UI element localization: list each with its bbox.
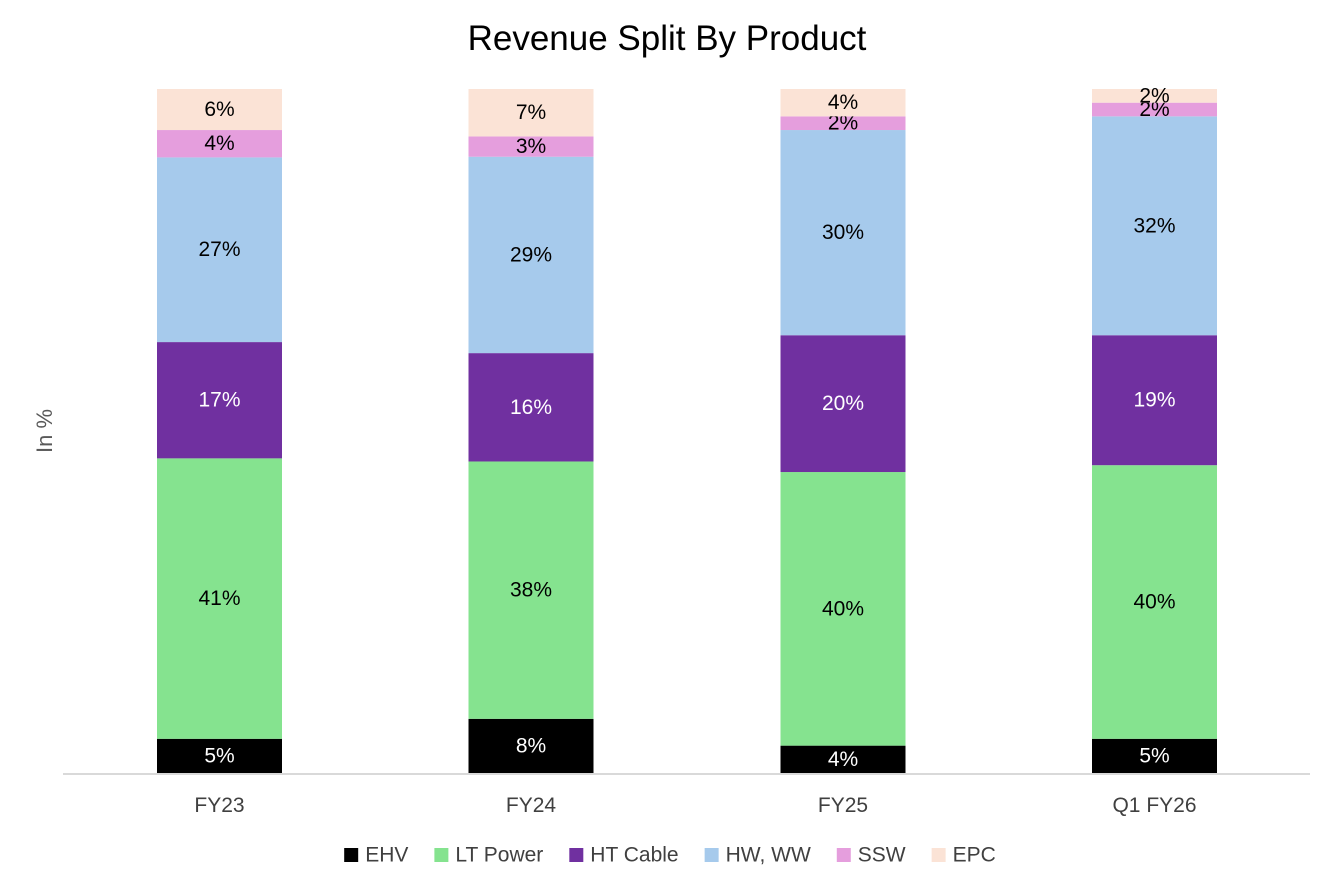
- legend-item-hw-ww: HW, WW: [704, 844, 811, 867]
- bar-segment-ehv-fy25: [780, 745, 906, 773]
- bar-stack-fy25: 4%40%20%30%2%4%: [780, 89, 906, 773]
- legend-item-ehv: EHV: [344, 844, 408, 867]
- legend-label-ssw: SSW: [858, 844, 906, 867]
- data-label-ht-cable-fy23: 17%: [198, 389, 240, 412]
- data-label-hw-ww-fy25: 30%: [822, 221, 864, 244]
- data-label-lt-power-q1-fy26: 40%: [1133, 591, 1175, 614]
- data-label-ssw-fy23: 4%: [204, 132, 234, 155]
- data-label-ehv-fy25: 4%: [828, 748, 858, 771]
- legend-label-ht-cable: HT Cable: [590, 844, 678, 867]
- bar-stack-q1-fy26: 5% 40% 19% 32% 2%2%: [1092, 84, 1217, 773]
- legend-swatch-hw-ww: [704, 848, 719, 862]
- bar-segment-ehv-q1-fy26: [1092, 738, 1217, 773]
- data-label-hw-ww-q1-fy26: 32%: [1133, 214, 1175, 237]
- bar-segment-ehv-fy24: [468, 718, 594, 773]
- bar-segment-ssw-fy24: [468, 136, 594, 157]
- legend-item-ssw: SSW: [836, 844, 906, 867]
- legend: EHV LT Power HT Cable HW, WW SSW EPC: [344, 844, 996, 867]
- bar-stack-fy23: 5% 41% 17% 27% 4% 6%: [157, 89, 282, 773]
- legend-label-hw-ww: HW, WW: [726, 844, 811, 867]
- data-label-lt-power-fy23: 41%: [198, 587, 240, 610]
- data-label-ehv-fy24: 8%: [516, 734, 546, 757]
- category-labels: FY23 FY24 FY25 Q1 FY26: [194, 794, 1196, 817]
- bar-segment-lt-power-q1-fy26: [1092, 465, 1217, 739]
- legend-label-lt-power: LT Power: [455, 844, 543, 867]
- data-label-ht-cable-fy25: 20%: [822, 392, 864, 415]
- legend-label-ehv: EHV: [365, 844, 408, 867]
- legend-label-epc: EPC: [953, 844, 996, 867]
- data-label-hw-ww-fy23: 27%: [198, 238, 240, 261]
- bar-segment-epc-fy25: [780, 89, 906, 117]
- bar-segment-ht-cable-fy25: [780, 335, 906, 473]
- data-label-ht-cable-fy24: 16%: [510, 396, 552, 419]
- data-label-epc-fy23: 6%: [204, 98, 234, 121]
- legend-item-epc: EPC: [931, 844, 996, 867]
- bar-segment-hw-ww-fy25: [780, 130, 906, 336]
- bar-segment-hw-ww-fy23: [157, 157, 282, 343]
- data-label-epc-q1-fy26: 2%: [1139, 84, 1169, 107]
- data-label-ehv-fy23: 5%: [204, 744, 234, 767]
- data-label-lt-power-fy25: 40%: [822, 597, 864, 620]
- bar-segment-hw-ww-fy24: [468, 156, 594, 354]
- category-label-fy24: FY24: [506, 794, 557, 817]
- chart-title: Revenue Split By Product: [468, 19, 867, 58]
- bar-segment-ssw-fy23: [157, 130, 282, 158]
- bar-segment-ht-cable-fy24: [468, 353, 594, 462]
- legend-item-ht-cable: HT Cable: [569, 844, 679, 867]
- data-label-ssw-fy25: 2%: [828, 112, 858, 135]
- legend-swatch-ehv: [344, 848, 359, 862]
- legend-swatch-epc: [931, 848, 946, 862]
- legend-item-lt-power: LT Power: [434, 844, 543, 867]
- data-label-ht-cable-q1-fy26: 19%: [1133, 389, 1175, 412]
- bar-segment-epc-fy23: [157, 89, 282, 131]
- data-label-ssw-fy24: 3%: [516, 135, 546, 158]
- bar-segment-lt-power-fy24: [468, 461, 594, 719]
- bar-stack-fy24: 8% 38% 16% 29% 3% 7%: [468, 89, 594, 773]
- bar-segment-ht-cable-fy23: [157, 342, 282, 459]
- legend-swatch-ssw: [836, 848, 851, 862]
- data-label-epc-fy24: 7%: [516, 101, 546, 124]
- bars-layer: 5% 41% 17% 27% 4% 6% 8% 38% 16% 29% 3% 7% 4% 40% 20% 30…: [157, 84, 1217, 773]
- legend-swatch-ht-cable: [569, 848, 584, 862]
- bar-segment-ht-cable-q1-fy26: [1092, 335, 1217, 466]
- category-label-fy25: FY25: [818, 794, 868, 817]
- data-label-ssw-q1-fy26: 2%: [1139, 98, 1169, 121]
- bar-segment-ssw-q1-fy26: [1092, 102, 1217, 117]
- data-label-ehv-q1-fy26: 5%: [1139, 744, 1169, 767]
- bar-segment-ehv-fy23: [157, 738, 282, 773]
- legend-swatch-lt-power: [434, 848, 449, 862]
- bar-segment-ssw-fy25: [780, 116, 906, 131]
- bar-segment-epc-fy24: [468, 89, 594, 137]
- bar-segment-hw-ww-q1-fy26: [1092, 116, 1217, 336]
- y-axis-label: In %: [32, 409, 57, 453]
- data-label-hw-ww-fy24: 29%: [510, 243, 552, 266]
- category-label-q1-fy26: Q1 FY26: [1112, 794, 1196, 817]
- bar-segment-lt-power-fy23: [157, 458, 282, 739]
- data-label-lt-power-fy24: 38%: [510, 579, 552, 602]
- bar-segment-epc-q1-fy26: [1092, 89, 1217, 103]
- bar-segment-lt-power-fy25: [780, 472, 906, 746]
- category-label-fy23: FY23: [194, 794, 244, 817]
- data-label-epc-fy25: 4%: [828, 91, 858, 114]
